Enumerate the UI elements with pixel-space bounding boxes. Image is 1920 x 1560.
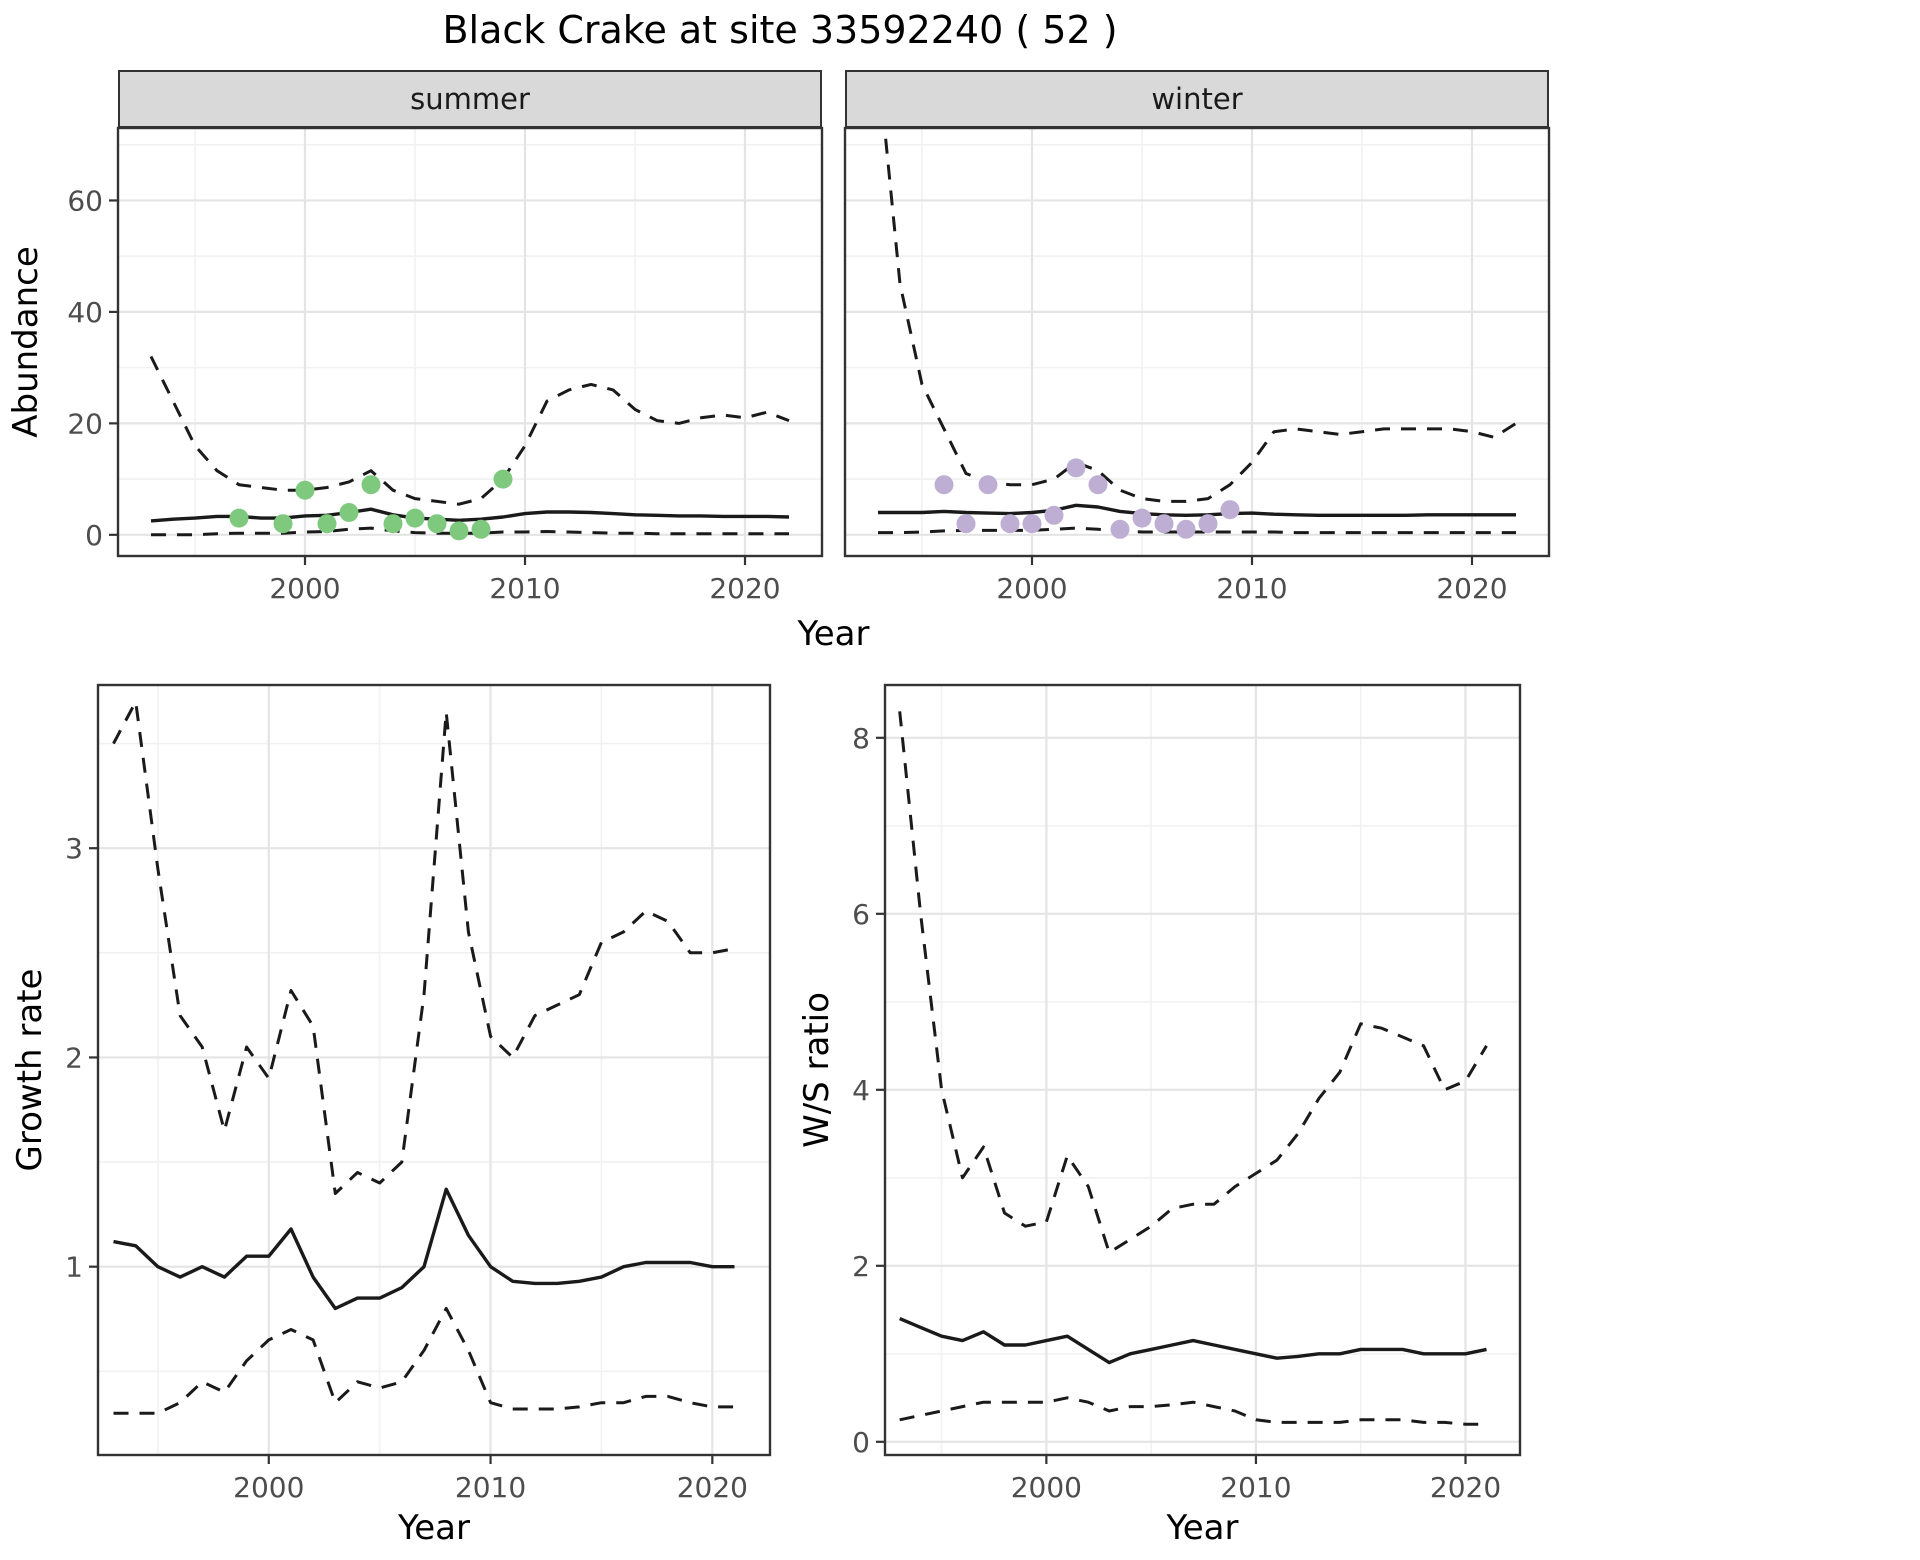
- svg-text:0: 0: [852, 1426, 870, 1459]
- svg-text:2000: 2000: [996, 572, 1067, 605]
- svg-text:2000: 2000: [233, 1471, 304, 1504]
- svg-text:2: 2: [852, 1250, 870, 1283]
- growth-rate-chart: 2000 2010 2020 1 2 3: [65, 683, 772, 1504]
- abundance-x-axis-title: Year: [797, 614, 870, 654]
- svg-text:4: 4: [852, 1074, 870, 1107]
- svg-text:20: 20: [67, 407, 103, 440]
- abundance-y-axis-title: Abundance: [6, 246, 46, 438]
- growth-x-axis-title: Year: [398, 1508, 470, 1548]
- svg-text:2020: 2020: [709, 572, 780, 605]
- facet-strip-summer: summer: [118, 70, 822, 128]
- svg-text:2000: 2000: [269, 572, 340, 605]
- svg-text:2010: 2010: [1220, 1471, 1291, 1504]
- svg-text:2020: 2020: [1430, 1471, 1501, 1504]
- svg-text:8: 8: [852, 722, 870, 755]
- svg-text:6: 6: [852, 898, 870, 931]
- svg-text:0: 0: [85, 519, 103, 552]
- svg-text:2000: 2000: [1011, 1471, 1082, 1504]
- plot-content: Black Crake at site 33592240 ( 52 ) summ…: [6, 8, 1551, 1548]
- winter-abundance-chart: 2000 2010 2020: [843, 126, 1551, 605]
- svg-text:60: 60: [67, 184, 103, 217]
- ws-ratio-x-axis-title: Year: [1166, 1508, 1239, 1548]
- svg-text:2020: 2020: [1436, 572, 1507, 605]
- svg-text:1: 1: [65, 1251, 83, 1284]
- figure-title: Black Crake at site 33592240 ( 52 ): [442, 8, 1118, 52]
- svg-text:2010: 2010: [455, 1471, 526, 1504]
- svg-text:2: 2: [65, 1041, 83, 1074]
- summer-abundance-chart: 2000 2010 2020 0 20 40 60: [67, 126, 824, 605]
- svg-text:3: 3: [65, 832, 83, 865]
- svg-text:2020: 2020: [677, 1471, 748, 1504]
- facet-strip-winter: winter: [845, 70, 1549, 128]
- svg-text:2010: 2010: [1216, 572, 1287, 605]
- svg-text:2010: 2010: [489, 572, 560, 605]
- svg-text:40: 40: [67, 296, 103, 329]
- ws-ratio-chart: 2000 2010 2020 0 2 4 6 8: [852, 683, 1522, 1504]
